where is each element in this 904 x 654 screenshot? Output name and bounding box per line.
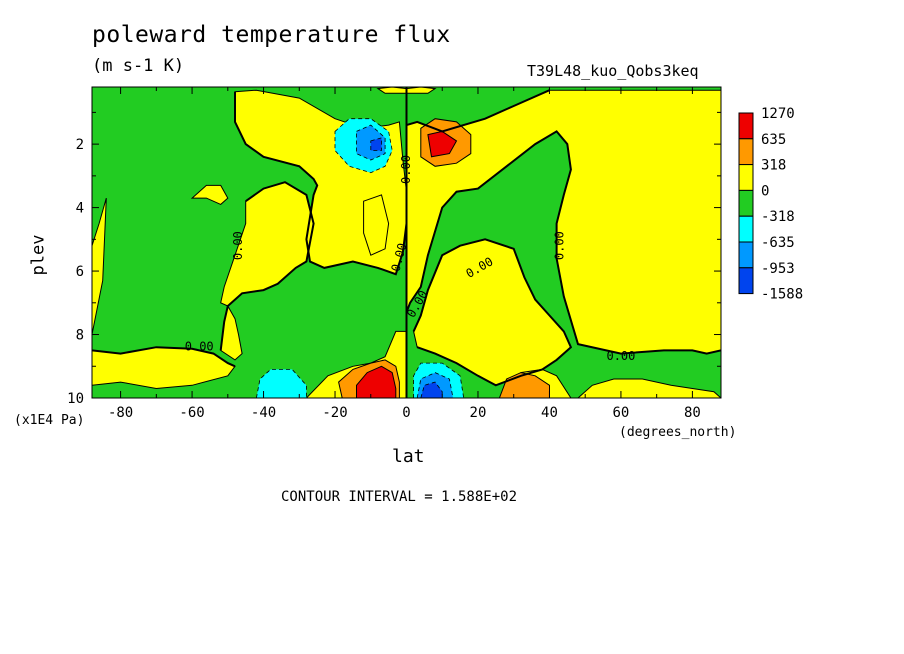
x-axis-unit: (degrees_north): [619, 425, 737, 440]
y-tick-label-1: 4: [76, 201, 84, 217]
legend-swatch-2: [738, 164, 754, 191]
contour-region-10: [190, 184, 229, 205]
chart-units: (m s-1 K): [92, 56, 185, 76]
zero-contour-2: [219, 181, 315, 351]
y-tick-label-3: 8: [76, 328, 84, 344]
legend-swatch-6: [738, 267, 754, 295]
contour-region-24: [420, 381, 443, 398]
legend-label-7: -1588: [761, 287, 803, 303]
x-axis-title: lat: [392, 446, 425, 467]
contour-region-16: [356, 365, 397, 398]
zero-contour-1: [234, 91, 408, 276]
y-tick-label-2: 6: [76, 264, 84, 280]
y-tick-label-0: 2: [76, 137, 84, 153]
run-id-label: T39L48_kuo_Qobs3keq: [527, 62, 699, 80]
x-tick-label-0: -80: [108, 405, 133, 421]
x-tick-label-5: 20: [470, 405, 487, 421]
legend-swatch-0: [738, 112, 754, 140]
zero-contour-3: [406, 89, 550, 133]
legend-swatch-1: [738, 138, 754, 166]
contour-interval-note: CONTOUR INTERVAL = 1.588E+02: [281, 489, 518, 505]
contour-region-12: [363, 194, 390, 256]
legend-swatch-3: [738, 189, 754, 217]
legend-label-2: 318: [761, 158, 786, 174]
contour-region-17: [427, 130, 458, 158]
legend-label-4: -318: [761, 209, 795, 225]
x-tick-label-8: 80: [684, 405, 701, 421]
legend-label-0: 1270: [761, 106, 795, 122]
contour-region-19: [255, 368, 307, 398]
contour-label-6: 0.00: [553, 231, 567, 260]
legend-swatch-4: [738, 215, 754, 243]
x-tick-label-3: -20: [322, 405, 347, 421]
contour-region-1: [92, 197, 107, 335]
zero-contour-0: [92, 346, 236, 368]
contour-label-1: 0.00: [185, 339, 214, 353]
x-tick-label-2: -40: [251, 405, 276, 421]
contour-label-0: 0.00: [231, 231, 245, 260]
x-tick-label-4: 0: [402, 405, 410, 421]
chart-title: poleward temperature flux: [92, 22, 451, 48]
zero-contour-5: [412, 238, 573, 387]
zero-contour-4: [405, 130, 721, 355]
contour-label-7: 0.00: [606, 349, 635, 363]
y-tick-label-4: 10: [67, 391, 84, 407]
x-tick-label-7: 60: [613, 405, 630, 421]
x-tick-label-6: 40: [541, 405, 558, 421]
legend-label-6: -953: [761, 261, 795, 277]
legend-swatch-5: [738, 241, 754, 269]
x-tick-label-1: -60: [179, 405, 204, 421]
y-axis-unit: (x1E4 Pa): [14, 413, 85, 428]
legend-label-5: -635: [761, 235, 795, 251]
contour-region-8: [577, 378, 721, 398]
legend-label-3: 0: [761, 183, 769, 199]
contour-region-23: [370, 137, 382, 151]
contour-label-2: 0.00: [399, 155, 413, 184]
legend-label-1: 635: [761, 132, 786, 148]
plot-area: 0.000.000.000.000.000.000.000.00: [92, 87, 721, 398]
